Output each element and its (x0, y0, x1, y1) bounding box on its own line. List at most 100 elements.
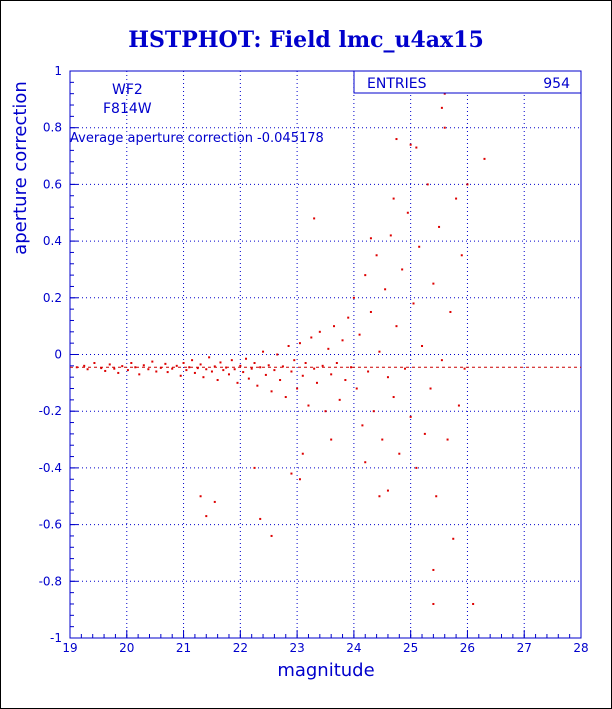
data-point (208, 356, 211, 359)
data-point (443, 92, 446, 95)
y-tick-label: -0.4 (39, 461, 62, 475)
data-point (421, 344, 424, 347)
data-point (395, 325, 398, 328)
data-point (435, 495, 438, 498)
data-point (409, 415, 412, 418)
data-point (335, 362, 338, 365)
entries-box (353, 70, 582, 94)
data-point (86, 368, 89, 371)
data-point (369, 310, 372, 313)
data-point (472, 602, 475, 605)
y-tick-label: 0.8 (43, 121, 62, 135)
data-point (321, 364, 324, 367)
data-point (330, 373, 333, 376)
data-point (75, 366, 78, 369)
data-point (403, 367, 406, 370)
data-point (121, 365, 124, 368)
y-tick-label: -1 (50, 631, 62, 645)
data-point (463, 367, 466, 370)
data-point (166, 371, 169, 374)
data-point (415, 466, 418, 469)
data-point (185, 369, 188, 372)
data-point (179, 374, 182, 377)
data-point (330, 438, 333, 441)
data-point (225, 366, 228, 369)
data-point (267, 364, 270, 367)
data-point (418, 245, 421, 248)
data-point (443, 126, 446, 129)
data-point (253, 362, 256, 365)
x-tick-label: 21 (176, 641, 191, 655)
data-point (175, 364, 178, 367)
x-axis-title: magnitude (277, 660, 374, 681)
data-point (202, 376, 205, 379)
x-tick-label: 23 (289, 641, 304, 655)
data-point (333, 325, 336, 328)
data-point (245, 357, 248, 360)
data-point (259, 366, 262, 369)
data-point (341, 339, 344, 342)
data-point (113, 367, 116, 370)
entries-label: ENTRIES (367, 76, 427, 92)
data-point (415, 146, 418, 149)
data-point (452, 537, 455, 540)
x-tick-label: 26 (460, 641, 475, 655)
data-point (446, 438, 449, 441)
camera-label: WF2 (112, 82, 143, 98)
y-tick-label: -0.2 (39, 404, 62, 418)
data-point (423, 432, 426, 435)
data-point (386, 376, 389, 379)
data-point (250, 367, 253, 370)
data-point (426, 183, 429, 186)
data-point (401, 268, 404, 271)
plot-axes (69, 70, 582, 639)
entries-value: 954 (543, 76, 570, 92)
data-point (191, 359, 194, 362)
y-tick-label: -0.6 (39, 518, 62, 532)
data-point (205, 515, 208, 518)
data-point (242, 371, 245, 374)
data-point (318, 330, 321, 333)
x-tick-label: 27 (517, 641, 532, 655)
data-point (347, 316, 350, 319)
y-tick-label: 0.2 (43, 291, 62, 305)
data-point (199, 363, 202, 366)
data-point (409, 143, 412, 146)
data-point (247, 377, 250, 380)
data-point (455, 197, 458, 200)
data-point (369, 237, 372, 240)
x-tick-label: 20 (119, 641, 134, 655)
data-point (440, 359, 443, 362)
data-point (236, 381, 239, 384)
data-point (216, 379, 219, 382)
data-point (130, 362, 133, 365)
data-point (256, 384, 259, 387)
x-tick-label: 22 (233, 641, 248, 655)
data-point (384, 288, 387, 291)
data-point (134, 366, 137, 369)
average-correction-text: Average aperture correction -0.045178 (70, 131, 324, 146)
data-point (432, 602, 435, 605)
data-point (364, 274, 367, 277)
data-point (361, 424, 364, 427)
data-point (412, 302, 415, 305)
data-point (386, 489, 389, 492)
data-point (213, 500, 216, 503)
data-point (104, 369, 107, 372)
data-point (483, 157, 486, 160)
data-point (392, 396, 395, 399)
data-point (372, 410, 375, 413)
data-point (117, 371, 120, 374)
data-point (270, 390, 273, 393)
data-point (392, 197, 395, 200)
data-point (227, 373, 230, 376)
x-tick-label: 25 (403, 641, 418, 655)
data-point (230, 359, 233, 362)
data-point (210, 370, 213, 373)
data-point (83, 364, 86, 367)
data-point (239, 364, 242, 367)
y-tick-label: 0 (54, 348, 62, 362)
y-tick-label: 0.4 (43, 234, 62, 248)
data-point (126, 369, 129, 372)
